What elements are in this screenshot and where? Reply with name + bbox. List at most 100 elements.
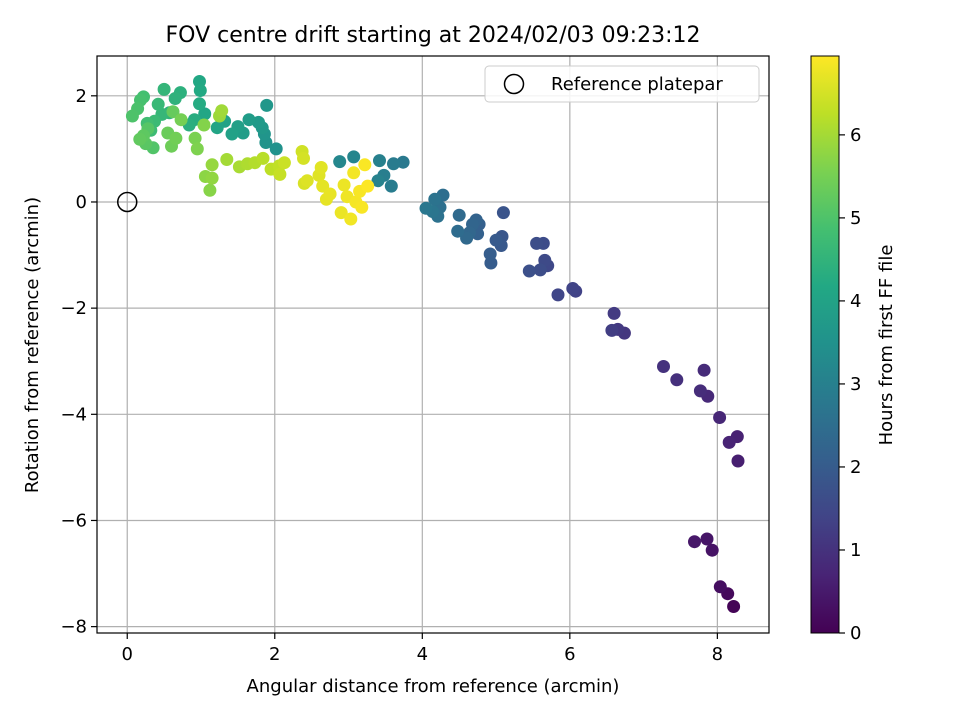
scatter-point <box>483 247 497 261</box>
scatter-point <box>396 155 410 169</box>
scatter-point <box>419 201 433 215</box>
colorbar-tick-label: 0 <box>850 623 861 644</box>
scatter-point <box>220 153 234 166</box>
legend-reference-label: Reference platepar <box>551 74 723 95</box>
scatter-point <box>722 435 736 449</box>
scatter-point <box>705 543 719 557</box>
colorbar-ticks: 0 1 2 3 4 5 6 <box>839 125 861 644</box>
y-axis-label: Rotation from reference (arcmin) <box>22 197 43 493</box>
scatter-point <box>496 206 510 220</box>
scatter-point <box>323 187 337 201</box>
scatter-point <box>215 104 229 118</box>
scatter-point <box>205 171 219 185</box>
y-tick-label: −4 <box>60 404 87 425</box>
scatter-point <box>174 113 188 127</box>
scatter-point <box>428 192 442 206</box>
x-tick-label: 4 <box>417 644 428 665</box>
scatter-point <box>700 532 714 546</box>
scatter-point <box>198 107 212 121</box>
colorbar: 0 1 2 3 4 5 6 Hours from first FF file <box>810 55 897 644</box>
colorbar-tick-label: 6 <box>850 125 861 146</box>
colorbar-tick-label: 1 <box>850 540 861 561</box>
scatter-point <box>688 535 701 549</box>
y-tick-label: −6 <box>60 510 87 531</box>
scatter-point <box>373 154 386 168</box>
scatter-point <box>731 454 745 468</box>
scatter-point <box>727 600 741 613</box>
scatter-point <box>371 174 385 188</box>
colorbar-gradient <box>810 55 840 634</box>
x-tick-label: 8 <box>712 644 723 665</box>
scatter-point <box>166 105 180 119</box>
scatter-point <box>566 282 580 295</box>
scatter-point <box>333 155 347 169</box>
colorbar-tick-label: 2 <box>850 457 861 478</box>
scatter-point <box>210 121 224 135</box>
colorbar-tick-label: 4 <box>850 291 861 312</box>
scatter-point <box>355 200 369 214</box>
scatter-point <box>522 264 536 278</box>
scatter-point <box>697 363 711 377</box>
scatter-point <box>300 174 314 188</box>
scatter-point <box>277 156 291 170</box>
scatter-point <box>225 127 239 141</box>
scatter-point <box>205 158 219 172</box>
scatter-point <box>337 178 351 192</box>
scatter-point <box>605 323 619 337</box>
scatter-point <box>361 179 375 193</box>
x-tick-label: 0 <box>122 644 133 665</box>
x-tick-label: 6 <box>564 644 575 665</box>
legend: Reference platepar <box>484 65 760 103</box>
plot-frame <box>96 55 770 634</box>
scatter-point <box>551 288 565 302</box>
scatter-point <box>344 212 358 226</box>
x-tick-label: 2 <box>269 644 280 665</box>
y-tick-label: −8 <box>60 617 87 638</box>
y-tick-label: 0 <box>76 192 87 213</box>
scatter-point <box>452 208 466 222</box>
scatter-point <box>157 82 171 96</box>
scatter-point <box>713 411 727 424</box>
scatter-point <box>314 161 328 174</box>
scatter-point <box>269 142 283 156</box>
scatter-point <box>169 131 183 145</box>
scatter-point <box>489 233 503 247</box>
reference-platepar-marker <box>116 191 138 213</box>
scatter-point <box>273 167 287 181</box>
scatter-point <box>533 263 547 277</box>
scatter-point <box>670 373 684 387</box>
x-axis-ticks: 0 2 4 6 8 <box>122 633 723 665</box>
legend-box <box>484 65 760 103</box>
colorbar-label: Hours from first FF file <box>876 245 897 446</box>
scatter-point <box>188 131 202 145</box>
y-tick-label: 2 <box>76 86 87 107</box>
scatter-point <box>384 179 398 193</box>
scatter-point <box>197 118 211 132</box>
scatter-point <box>460 231 474 245</box>
legend-reference-marker <box>503 73 525 95</box>
scatter-point <box>190 142 204 156</box>
scatter-point <box>168 92 182 105</box>
x-axis-label: Angular distance from reference (arcmin) <box>247 676 620 697</box>
y-axis-ticks: −8 −6 −4 −2 0 2 <box>60 86 97 638</box>
scatter-point <box>693 384 707 398</box>
scatter-point <box>203 183 217 197</box>
scatter-point <box>657 360 670 373</box>
scatter-points <box>125 75 745 613</box>
scatter-point <box>193 97 206 111</box>
scatter-point <box>242 113 256 127</box>
colorbar-tick-label: 3 <box>850 374 861 395</box>
scatter-point <box>151 97 165 111</box>
scatter-point <box>260 98 274 112</box>
scatter-point <box>193 84 207 97</box>
scatter-point <box>256 151 270 165</box>
y-tick-label: −2 <box>60 298 87 319</box>
chart-title: FOV centre drift starting at 2024/02/03 … <box>166 23 701 48</box>
scatter-point <box>387 157 400 171</box>
scatter-point <box>530 236 544 250</box>
scatter-point <box>607 306 621 320</box>
reference-marker-layer <box>116 191 138 213</box>
scatter-point <box>358 158 372 172</box>
